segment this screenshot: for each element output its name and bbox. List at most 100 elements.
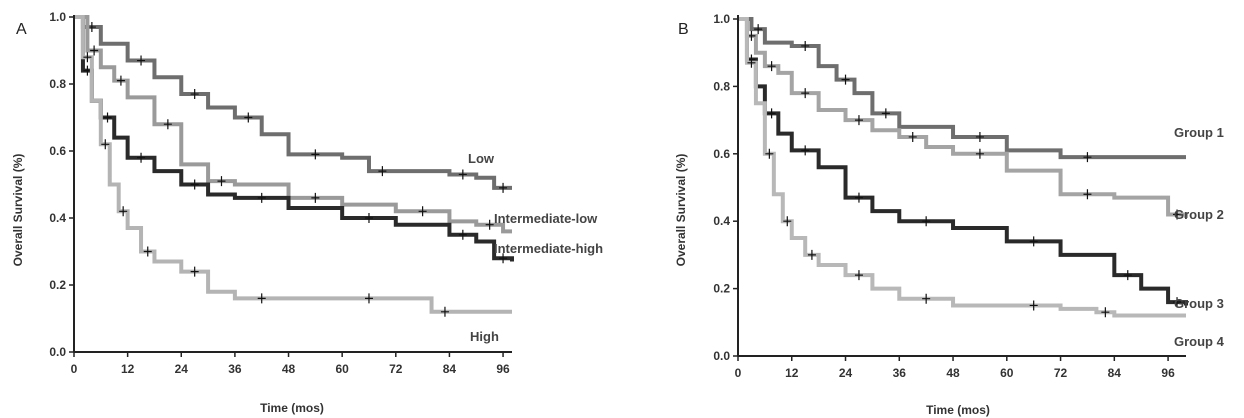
panel-b-x-tick-label: 12 xyxy=(785,366,799,380)
series-line-intermediate-high xyxy=(74,15,514,262)
censor-mark-low xyxy=(137,55,146,66)
panel-b-x-tick-label: 72 xyxy=(1054,366,1068,380)
censor-mark-group-3 xyxy=(1173,297,1182,308)
curve-label-high: High xyxy=(470,329,499,344)
panel-b-y-axis-label: Overall Survival (%) xyxy=(674,154,688,267)
curve-label-group-1: Group 1 xyxy=(1174,125,1224,140)
censor-mark-intermediate-low xyxy=(418,206,427,217)
censor-mark-intermediate-high xyxy=(103,112,112,123)
panel-a-y-tick-label: 0.6 xyxy=(49,144,66,158)
panel-b-x-tick-label: 60 xyxy=(1000,366,1014,380)
censor-mark-high xyxy=(119,206,128,217)
panel-b-letter: B xyxy=(678,21,689,38)
censor-mark-intermediate-high xyxy=(137,152,146,163)
curve-label-low: Low xyxy=(468,151,495,166)
panel-a-y-axis-label: Overall Survival (%) xyxy=(11,154,25,267)
censor-mark-group-3 xyxy=(801,145,810,156)
panel-a-x-tick-label: 0 xyxy=(71,362,78,376)
censor-mark-intermediate-high xyxy=(499,253,508,264)
panel-a-series xyxy=(74,15,514,317)
panel-a-x-tick-label: 24 xyxy=(175,362,189,376)
censor-mark-high xyxy=(257,293,266,304)
panel-a-ticks: 0 12 24 36 48 60 72 84 96 0.0 0.2 0.4 0.6 0.8 1.0 xyxy=(49,10,510,376)
curve-label-group-3: Group 3 xyxy=(1174,296,1224,311)
curve-label-group-2: Group 2 xyxy=(1174,207,1224,222)
series-line-low xyxy=(74,15,512,190)
censor-mark-high xyxy=(83,52,92,63)
panel-b-x-tick-label: 48 xyxy=(946,366,960,380)
panel-b-y-tick-label: 0.6 xyxy=(713,147,730,161)
panel-a-x-tick-label: 72 xyxy=(389,362,403,376)
panel-a-x-tick-label: 48 xyxy=(282,362,296,376)
censor-mark-group-2 xyxy=(975,148,984,159)
censor-mark-group-4 xyxy=(922,293,931,304)
censor-mark-intermediate-high xyxy=(458,229,467,240)
censor-mark-intermediate-high xyxy=(257,192,266,203)
panel-b-ticks: 0 12 24 36 48 60 72 84 96 0.0 0.2 0.4 0.6 0.8 1.0 xyxy=(713,12,1175,380)
censor-mark-group-2 xyxy=(801,88,810,99)
censor-mark-intermediate-low xyxy=(163,119,172,130)
curve-label-intermediate-low: Intermediate-low xyxy=(494,211,598,226)
panel-b: B Overall Survival (%) Time (mos) 0 12 24 3… xyxy=(674,12,1225,417)
censor-mark-intermediate-low xyxy=(90,45,99,56)
panel-a-y-tick-label: 0.4 xyxy=(49,211,66,225)
panel-a-y-tick-label: 0.0 xyxy=(49,345,66,359)
panel-a-x-tick-label: 36 xyxy=(228,362,242,376)
censor-mark-intermediate-low xyxy=(485,219,494,230)
panel-b-x-tick-label: 24 xyxy=(839,366,853,380)
censor-mark-group-4 xyxy=(854,270,863,281)
censor-mark-group-3 xyxy=(854,192,863,203)
censor-mark-intermediate-low xyxy=(116,75,125,86)
panel-b-y-tick-label: 1.0 xyxy=(713,12,730,26)
censor-mark-group-3 xyxy=(1123,270,1132,281)
censor-mark-high xyxy=(143,246,152,257)
censor-mark-group-1 xyxy=(881,108,890,119)
series-line-group-4 xyxy=(738,17,1186,318)
panel-b-x-tick-label: 36 xyxy=(893,366,907,380)
panel-a-y-tick-label: 0.8 xyxy=(49,77,66,91)
curve-label-group-4: Group 4 xyxy=(1174,334,1225,349)
panel-a-x-tick-label: 12 xyxy=(121,362,135,376)
panel-a-x-tick-label: 96 xyxy=(496,362,510,376)
censor-mark-group-1 xyxy=(1083,152,1092,163)
censor-mark-group-2 xyxy=(767,61,776,72)
panel-b-y-tick-label: 0.2 xyxy=(713,282,730,296)
panel-b-y-tick-label: 0.0 xyxy=(713,349,730,363)
series-line-group-3 xyxy=(738,17,1188,306)
censor-mark-high xyxy=(101,139,110,150)
panel-b-y-tick-label: 0.8 xyxy=(713,79,730,93)
censor-mark-group-3 xyxy=(1029,236,1038,247)
censor-mark-group-4 xyxy=(807,249,816,260)
censor-mark-group-4 xyxy=(783,216,792,227)
curve-label-intermediate-high: Intermediate-high xyxy=(494,241,603,256)
censor-mark-group-1 xyxy=(975,131,984,142)
series-line-intermediate-low xyxy=(74,15,512,234)
censor-mark-group-2 xyxy=(908,131,917,142)
censor-mark-low xyxy=(499,182,508,193)
censor-mark-intermediate-low xyxy=(217,176,226,187)
censor-mark-group-1 xyxy=(754,24,763,35)
panel-b-x-tick-label: 0 xyxy=(735,366,742,380)
censor-mark-group-4 xyxy=(1029,300,1038,311)
censor-mark-low xyxy=(190,89,199,100)
censor-mark-group-2 xyxy=(854,115,863,126)
censor-mark-group-4 xyxy=(1101,307,1110,318)
series-line-group-2 xyxy=(738,17,1188,218)
panel-a-letter: A xyxy=(16,21,27,38)
censor-mark-group-1 xyxy=(841,74,850,85)
panel-b-x-tick-label: 96 xyxy=(1161,366,1175,380)
panel-a-x-tick-label: 60 xyxy=(335,362,349,376)
censor-mark-intermediate-high xyxy=(190,179,199,190)
censor-mark-group-4 xyxy=(747,57,756,68)
censor-mark-low xyxy=(244,112,253,123)
panel-a-y-tick-label: 0.2 xyxy=(49,278,66,292)
censor-mark-high xyxy=(190,266,199,277)
censor-mark-high xyxy=(364,293,373,304)
censor-mark-group-3 xyxy=(767,108,776,119)
censor-mark-group-2 xyxy=(1083,189,1092,200)
panel-a-x-axis-label: Time (mos) xyxy=(260,401,324,415)
censor-mark-group-4 xyxy=(765,148,774,159)
panel-a: A Overall Survival (%) Time (mos) 0 12 24 3… xyxy=(11,10,603,415)
panel-b-x-axis-label: Time (mos) xyxy=(926,403,990,417)
